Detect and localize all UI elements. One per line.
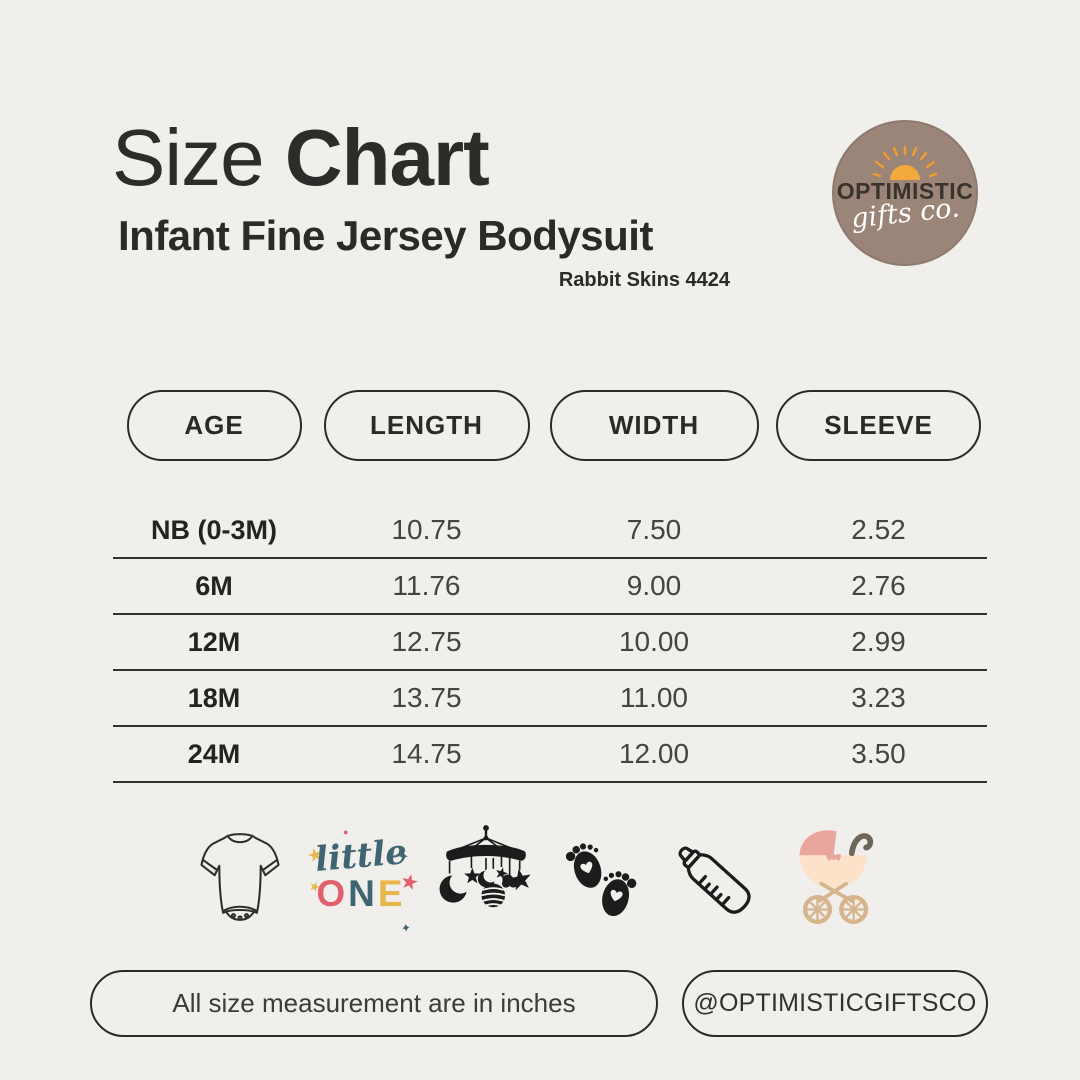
table-row: 12M 12.75 10.00 2.99 <box>113 615 987 671</box>
little-one-badge: ★ ● ✦ ★ ★ ✦ little ONE <box>305 827 421 936</box>
sleeve-value: 3.23 <box>851 682 906 713</box>
baby-icon-strip: ★ ● ✦ ★ ★ ✦ little ONE <box>0 815 1080 943</box>
column-header-sleeve: SLEEVE <box>776 390 981 461</box>
star-icon: ✦ <box>399 920 413 936</box>
width-value: 10.00 <box>618 626 690 657</box>
product-code: Rabbit Skins 4424 <box>558 269 730 291</box>
star-icon: ✦ <box>398 849 409 864</box>
length-value: 11.76 <box>392 570 461 601</box>
column-header-length: LENGTH <box>323 390 530 461</box>
star-icon: ★ <box>397 869 422 896</box>
page-title: Size Chart <box>112 113 490 202</box>
width-value: 9.00 <box>626 570 682 601</box>
age-value: 24M <box>187 738 241 769</box>
bottle-icon <box>678 846 751 914</box>
subheader: Infant Fine Jersey Bodysuit Rabbit Skins… <box>118 212 730 292</box>
table-header-row: AGE LENGTH WIDTH SLEEVE <box>113 390 987 461</box>
social-handle-pill: @OPTIMISTICGIFTSCO <box>682 970 988 1037</box>
age-value: 12M <box>187 626 241 657</box>
sleeve-value: 2.52 <box>851 514 906 545</box>
length-value: 13.75 <box>391 682 462 713</box>
stroller-icon <box>799 829 874 924</box>
width-value: 12.00 <box>618 738 690 769</box>
length-value: 12.75 <box>391 626 462 657</box>
width-value: 11.00 <box>620 682 688 713</box>
units-note-text: All size measurement are in inches <box>172 988 576 1018</box>
table-row: 18M 13.75 11.00 3.23 <box>113 671 987 727</box>
onesie-icon <box>200 833 280 921</box>
title-bold-part: Chart <box>284 113 490 202</box>
one-letter-e: E <box>377 873 406 914</box>
table-row: 24M 14.75 12.00 3.50 <box>113 727 987 783</box>
one-letter-n: N <box>348 873 378 914</box>
one-word: ONE <box>309 873 413 915</box>
product-subtitle: Infant Fine Jersey Bodysuit <box>118 212 653 259</box>
table-row: 6M 11.76 9.00 2.76 <box>113 559 987 615</box>
width-value: 7.50 <box>626 514 682 545</box>
social-handle-text: @OPTIMISTICGIFTSCO <box>693 989 977 1017</box>
column-header-age: AGE <box>126 390 302 461</box>
sleeve-value: 2.76 <box>851 570 906 601</box>
one-letter-o: O <box>316 873 349 914</box>
mobile-icon <box>439 825 531 908</box>
footprints-icon <box>565 843 637 917</box>
size-table: NB (0-3M) 10.75 7.50 2.52 6M 11.76 9.00 … <box>113 503 987 783</box>
age-value: 6M <box>195 570 233 601</box>
table-row: NB (0-3M) 10.75 7.50 2.52 <box>113 503 987 559</box>
star-icon: ● <box>343 827 349 837</box>
sleeve-value: 2.99 <box>851 626 906 657</box>
length-value: 10.75 <box>391 514 462 545</box>
title-regular-part: Size <box>112 113 265 202</box>
sleeve-value: 3.50 <box>851 738 906 769</box>
units-note-pill: All size measurement are in inches <box>90 970 658 1037</box>
column-header-width: WIDTH <box>549 390 759 461</box>
age-value: 18M <box>187 682 241 713</box>
age-value: NB (0-3M) <box>151 514 277 545</box>
sun-icon <box>872 146 938 180</box>
brand-logo: OPTIMISTIC gifts co. <box>832 120 978 266</box>
length-value: 14.75 <box>391 738 462 769</box>
brand-name: OPTIMISTIC <box>836 178 974 204</box>
